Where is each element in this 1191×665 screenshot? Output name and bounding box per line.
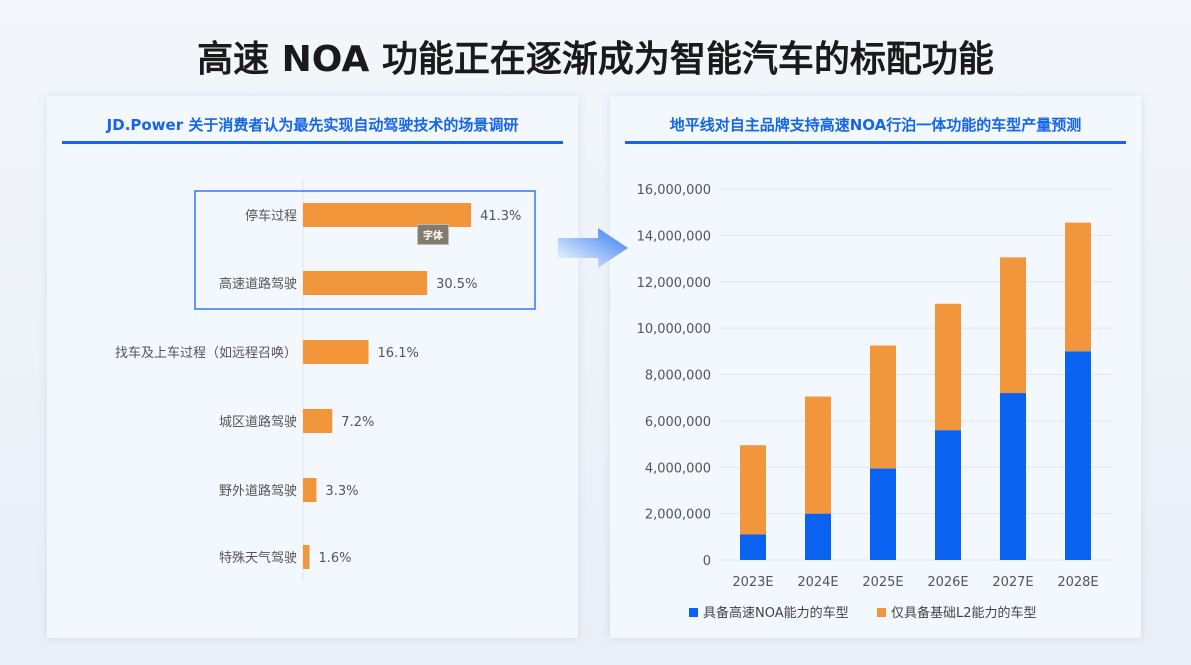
bar-2023E-s0 <box>740 534 766 560</box>
data-label: 30.5% <box>436 277 477 292</box>
tooltip: 字体 <box>417 224 449 245</box>
bar-2028E-s0 <box>1065 351 1091 560</box>
y-tick-label: 2,000,000 <box>645 508 711 523</box>
forecast-chart-title: 地平线对自主品牌支持高速NOA行泊一体功能的车型产量预测 <box>625 114 1126 144</box>
category-label: 野外道路驾驶 <box>219 483 297 499</box>
y-tick-label: 4,000,000 <box>645 461 711 476</box>
survey-chart-title: JD.Power 关于消费者认为最先实现自动驾驶技术的场景调研 <box>62 114 563 144</box>
bar-2028E-s1 <box>1065 222 1091 352</box>
y-tick-label: 14,000,000 <box>637 229 711 244</box>
y-tick-label: 12,000,000 <box>637 276 711 291</box>
x-tick-label: 2025E <box>862 575 903 590</box>
category-label: 停车过程 <box>245 208 297 224</box>
bar-1 <box>303 271 428 295</box>
bar-0 <box>303 203 472 227</box>
data-label: 41.3% <box>480 209 521 224</box>
bar-2025E-s1 <box>870 345 896 469</box>
bar-2026E-s1 <box>935 303 961 431</box>
bar-5 <box>303 545 310 569</box>
y-tick-label: 10,000,000 <box>637 322 711 337</box>
category-label: 找车及上车过程（如远程召唤） <box>115 345 297 361</box>
y-tick-label: 16,000,000 <box>637 183 711 198</box>
arrow-icon <box>558 228 628 268</box>
y-tick-label: 0 <box>703 554 711 569</box>
data-label: 7.2% <box>341 415 374 430</box>
category-label: 特殊天气驾驶 <box>219 550 297 566</box>
legend-label-noa: 具备高速NOA能力的车型 <box>703 605 849 621</box>
x-tick-label: 2027E <box>992 575 1033 590</box>
bar-2024E-s0 <box>805 513 831 560</box>
category-label: 高速道路驾驶 <box>219 276 297 292</box>
y-tick-label: 8,000,000 <box>645 369 711 384</box>
data-label: 1.6% <box>319 551 352 566</box>
category-label: 城区道路驾驶 <box>219 414 297 430</box>
bar-4 <box>303 478 317 502</box>
bar-2027E-s1 <box>1000 257 1026 394</box>
bar-2024E-s1 <box>805 396 831 514</box>
data-label: 16.1% <box>378 346 419 361</box>
legend-swatch-l2 <box>877 608 886 617</box>
page-title: 高速 NOA 功能正在逐渐成为智能汽车的标配功能 <box>197 39 994 80</box>
bar-2025E-s0 <box>870 468 896 560</box>
y-tick-label: 6,000,000 <box>645 415 711 430</box>
legend-label-l2: 仅具备基础L2能力的车型 <box>891 605 1037 621</box>
bar-2 <box>303 340 369 364</box>
bar-2027E-s0 <box>1000 393 1026 560</box>
x-tick-label: 2028E <box>1057 575 1098 590</box>
x-tick-label: 2026E <box>927 575 968 590</box>
bar-2026E-s0 <box>935 430 961 560</box>
x-tick-label: 2023E <box>732 575 773 590</box>
bar-3 <box>303 409 333 433</box>
highlight-box <box>194 190 536 310</box>
survey-panel: JD.Power 关于消费者认为最先实现自动驾驶技术的场景调研 <box>47 96 578 638</box>
data-label: 3.3% <box>325 484 358 499</box>
bar-2023E-s1 <box>740 445 766 535</box>
x-tick-label: 2024E <box>797 575 838 590</box>
legend-swatch-noa <box>689 608 698 617</box>
